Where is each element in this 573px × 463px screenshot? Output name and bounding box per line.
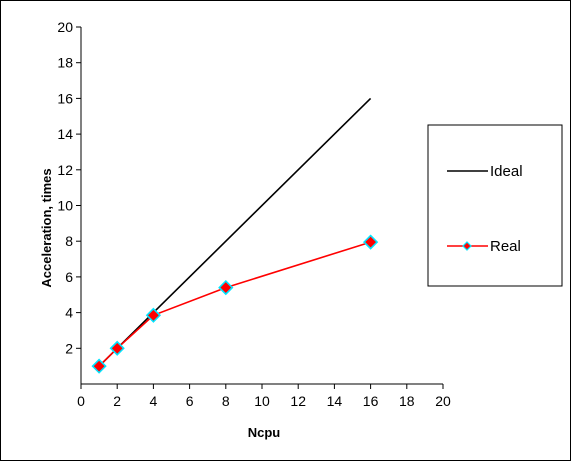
y-tick-label: 4: [65, 305, 73, 321]
x-tick-label: 14: [327, 393, 343, 409]
legend: Ideal Real: [427, 124, 563, 287]
legend-marker-real: [462, 241, 472, 251]
data-point-real: [109, 340, 125, 356]
y-tick-label: 2: [65, 340, 73, 356]
y-tick-label: 18: [57, 55, 73, 71]
legend-label-ideal: Ideal: [490, 163, 523, 180]
data-point-real: [145, 307, 162, 323]
data-point-real: [91, 358, 107, 374]
data-point-real: [218, 279, 234, 296]
x-tick-label: 8: [222, 393, 230, 409]
data-point-real: [362, 234, 379, 250]
y-tick-label: 14: [57, 126, 73, 142]
y-tick-label: 10: [57, 198, 73, 214]
y-tick-label: 6: [65, 269, 73, 285]
series-line-ideal: [98, 97, 372, 367]
legend-label-real: Real: [490, 238, 521, 255]
x-tick-label: 2: [113, 393, 121, 409]
tick-labels: 2 4 6 8 10 12 14 16 18 20 0 2 4 6 8 10 12 14 16 18 20: [57, 19, 451, 409]
y-tick-label: 16: [57, 90, 73, 106]
x-tick-label: 16: [363, 393, 379, 409]
series-layer: [91, 97, 379, 374]
x-tick-label: 12: [290, 393, 306, 409]
y-tick-label: 20: [57, 19, 73, 35]
y-tick-label: 12: [57, 162, 73, 178]
x-tick-label: 4: [150, 393, 158, 409]
x-tick-label: 6: [186, 393, 194, 409]
axes: [76, 26, 444, 389]
x-tick-label: 0: [77, 393, 85, 409]
x-tick-label: 20: [435, 393, 451, 409]
x-axis-title: Ncpu: [248, 425, 281, 440]
x-tick-label: 18: [399, 393, 415, 409]
y-axis-title: Acceleration, times: [39, 168, 54, 287]
y-tick-label: 8: [65, 233, 73, 249]
legend-box: [427, 124, 563, 287]
series-line-real: [98, 241, 371, 367]
x-tick-label: 10: [254, 393, 270, 409]
